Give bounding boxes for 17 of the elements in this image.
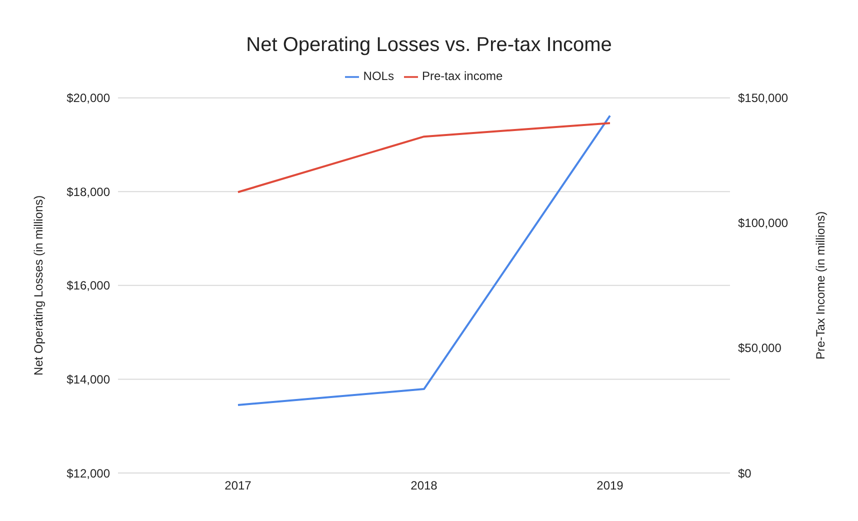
y-axis-title: Net Operating Losses (in millions)	[31, 195, 46, 376]
legend-label: Pre-tax income	[422, 69, 503, 83]
x-tick-label: 2017	[224, 478, 252, 493]
y-tick-label: $12,000	[66, 466, 110, 480]
y-tick-label: $16,000	[66, 278, 110, 293]
y2-tick-label: $150,000	[738, 91, 788, 106]
y2-axis-title: Pre-Tax Income (in millions)	[813, 211, 828, 360]
y-tick-label: $18,000	[66, 184, 110, 199]
chart-title: Net Operating Losses vs. Pre-tax Income	[245, 33, 613, 58]
x-tick-label: 2018	[410, 478, 438, 493]
y2-tick-label: $0	[738, 466, 752, 480]
y-tick-label: $14,000	[66, 372, 110, 386]
x-tick-label: 2019	[596, 478, 624, 493]
y2-tick-label: $100,000	[738, 216, 788, 230]
y-tick-label: $20,000	[66, 91, 110, 106]
y2-tick-label: $50,000	[738, 341, 782, 356]
legend-label: NOLs	[363, 69, 394, 83]
